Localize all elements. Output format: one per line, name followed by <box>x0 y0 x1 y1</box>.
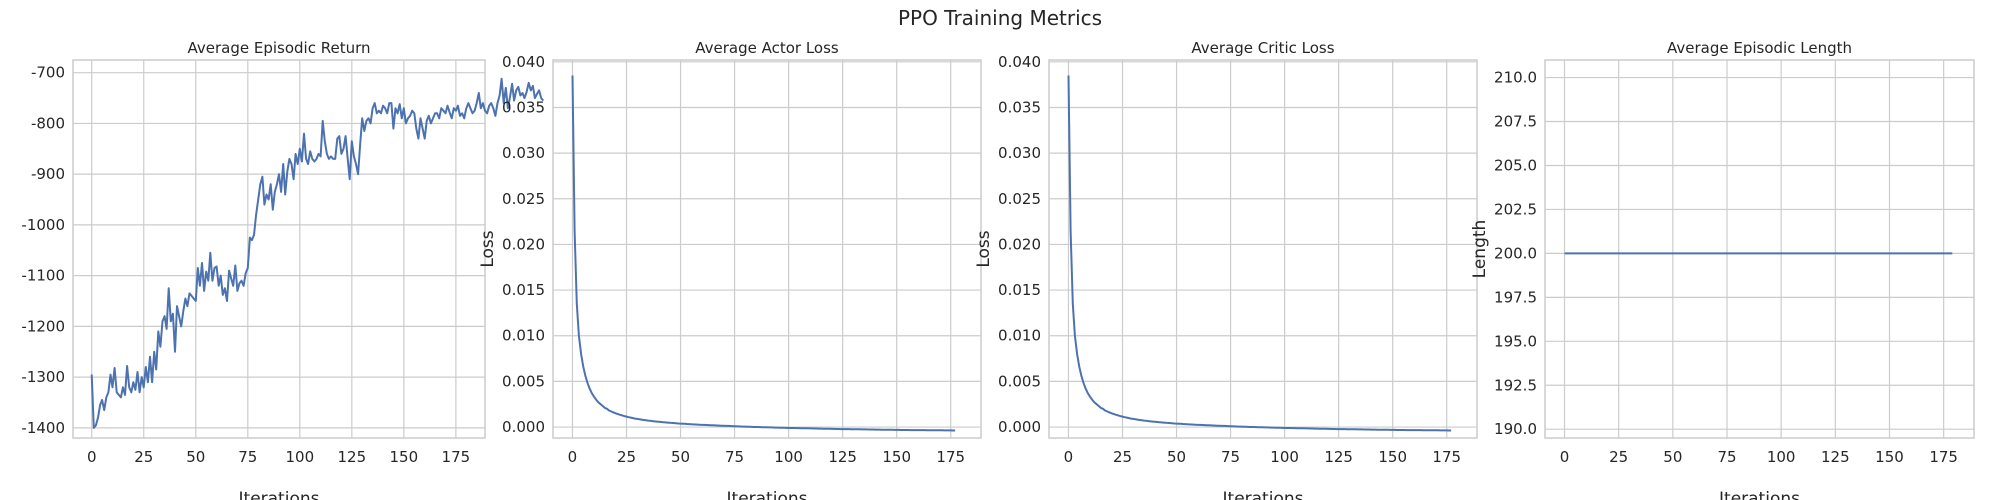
x-tick-label: 0 <box>1064 448 1074 466</box>
x-tick-label: 50 <box>671 448 690 466</box>
y-tick-label: 0.030 <box>502 144 545 162</box>
x-tick-label: 75 <box>1717 448 1736 466</box>
axes-background <box>1545 60 1974 438</box>
x-tick-label: 125 <box>1324 448 1353 466</box>
y-tick-label: 0.035 <box>998 98 1041 116</box>
x-tick-label: 50 <box>1167 448 1186 466</box>
axes-background <box>73 60 485 438</box>
y-tick-label: 0.020 <box>502 235 545 253</box>
y-tick-label: -1000 <box>21 216 65 234</box>
y-tick-label: 0.040 <box>502 53 545 71</box>
series-line <box>1067 75 1452 432</box>
y-axis-label: Loss <box>478 230 498 267</box>
y-tick-label: 0.010 <box>998 327 1041 345</box>
axes-frame <box>552 59 982 439</box>
y-tick-label: 0.015 <box>502 281 545 299</box>
x-tick-label: 175 <box>1432 448 1461 466</box>
x-tick-label: 50 <box>1663 448 1682 466</box>
y-axis-label: Length <box>1470 220 1490 279</box>
x-tick-label: 125 <box>828 448 857 466</box>
x-tick-label: 125 <box>1821 448 1850 466</box>
x-tick-label: 25 <box>1609 448 1628 466</box>
series-line <box>571 75 956 432</box>
y-tick-label: 207.5 <box>1494 113 1537 131</box>
series-line <box>90 77 545 429</box>
x-axis-label: Iterations <box>1223 489 1304 500</box>
figure-suptitle: PPO Training Metrics <box>898 6 1102 30</box>
x-tick-label: 125 <box>338 448 367 466</box>
x-tick-label: 25 <box>134 448 153 466</box>
y-tick-label: 0.020 <box>998 235 1041 253</box>
y-tick-label: 190.0 <box>1494 420 1537 438</box>
y-tick-label: 0.040 <box>998 53 1041 71</box>
y-tick-label: 0.000 <box>998 418 1041 436</box>
y-tick-label: -800 <box>31 114 65 132</box>
x-tick-label: 75 <box>238 448 257 466</box>
x-axis-label: Iterations <box>1719 489 1800 500</box>
y-tick-label: 200.0 <box>1494 244 1537 262</box>
y-tick-label: 0.025 <box>998 190 1041 208</box>
y-axis-label: Loss <box>974 230 994 267</box>
y-tick-label: 0.025 <box>502 190 545 208</box>
x-tick-label: 175 <box>936 448 965 466</box>
y-tick-label: 0.005 <box>502 372 545 390</box>
y-tick-label: -900 <box>31 165 65 183</box>
y-tick-label: 0.030 <box>998 144 1041 162</box>
axes-background <box>1049 60 1477 438</box>
y-tick-label: 202.5 <box>1494 200 1537 218</box>
x-axis-label: Iterations <box>239 489 320 500</box>
x-tick-label: 100 <box>774 448 803 466</box>
chart-title: Average Actor Loss <box>695 39 839 57</box>
y-tick-label: -1400 <box>21 419 65 437</box>
y-tick-label: 0.010 <box>502 327 545 345</box>
axes-frame <box>72 59 486 439</box>
y-tick-label: 197.5 <box>1494 288 1537 306</box>
y-tick-label: 0.015 <box>998 281 1041 299</box>
x-tick-label: 0 <box>568 448 578 466</box>
x-tick-label: 150 <box>1378 448 1407 466</box>
x-tick-label: 150 <box>390 448 419 466</box>
x-tick-label: 150 <box>882 448 911 466</box>
chart-title: Average Episodic Return <box>187 39 370 57</box>
x-axis-label: Iterations <box>727 489 808 500</box>
y-tick-label: 0.005 <box>998 372 1041 390</box>
y-tick-label: 0.035 <box>502 98 545 116</box>
y-tick-label: -1100 <box>21 267 65 285</box>
chart-panel-1: 0 25 50 75 100 125 150 175 -1400 -1300 -1200 -1100 -… <box>21 39 545 500</box>
x-tick-label: 100 <box>285 448 314 466</box>
x-tick-label: 0 <box>1560 448 1570 466</box>
chart-panel-2: 0 25 50 75 100 125 150 175 0.000 0.005 0.010 0.015 0… <box>478 39 982 500</box>
x-tick-label: 75 <box>725 448 744 466</box>
y-tick-label: 205.0 <box>1494 156 1537 174</box>
x-tick-label: 150 <box>1875 448 1904 466</box>
x-tick-label: 175 <box>442 448 471 466</box>
x-tick-label: 75 <box>1221 448 1240 466</box>
y-tick-label: 0.000 <box>502 418 545 436</box>
y-tick-label: -1300 <box>21 368 65 386</box>
chart-panel-3: 0 25 50 75 100 125 150 175 0.000 0.005 0.010 0.015 0… <box>974 39 1478 500</box>
axes-frame <box>1048 59 1478 439</box>
y-tick-label: 192.5 <box>1494 376 1537 394</box>
chart-title: Average Episodic Length <box>1667 39 1852 57</box>
chart-title: Average Critic Loss <box>1191 39 1334 57</box>
axes-background <box>553 60 981 438</box>
y-tick-label: -1200 <box>21 317 65 335</box>
x-tick-label: 25 <box>1113 448 1132 466</box>
y-tick-label: 210.0 <box>1494 69 1537 87</box>
y-tick-label: -700 <box>31 64 65 82</box>
x-tick-label: 100 <box>1270 448 1299 466</box>
x-tick-label: 25 <box>617 448 636 466</box>
y-tick-label: 195.0 <box>1494 332 1537 350</box>
x-tick-label: 100 <box>1767 448 1796 466</box>
x-tick-label: 50 <box>186 448 205 466</box>
chart-panel-4: 0 25 50 75 100 125 150 175 190.0 192.5 195.0 197.5 2… <box>1470 39 1975 500</box>
x-tick-label: 0 <box>87 448 97 466</box>
x-tick-label: 175 <box>1929 448 1958 466</box>
axes-frame <box>1544 59 1975 439</box>
